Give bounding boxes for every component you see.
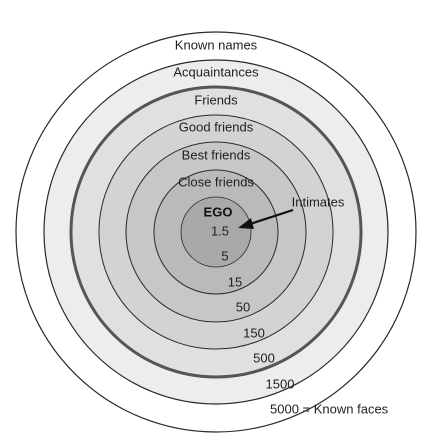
count-best-friends: 15 [228, 274, 242, 289]
label-best-friends: Best friends [182, 147, 251, 162]
count-acquaintances: 500 [253, 350, 275, 365]
ring-count-labels: 1.5 5 15 50 150 500 1500 [211, 223, 295, 391]
intimates-arrow-head [238, 218, 254, 229]
label-acquaintances: Acquaintances [173, 64, 259, 79]
intimates-arrow-line [249, 208, 294, 226]
ring-name-labels: Known names Acquaintances Friends Good f… [173, 37, 259, 219]
count-friends: 150 [243, 325, 265, 340]
count-ego: 1.5 [211, 223, 229, 238]
label-friends: Friends [194, 92, 238, 107]
rings-group [15, 31, 417, 433]
label-close-friends: Close friends [178, 174, 254, 189]
label-good-friends: Good friends [179, 119, 254, 134]
label-known-names: Known names [175, 37, 258, 52]
intimates-annotation: Intimates [238, 194, 345, 229]
label-intimates: Intimates [292, 194, 345, 209]
label-known-faces: 5000 = Known faces [270, 401, 389, 416]
count-close-friends: 5 [221, 248, 228, 263]
label-ego: EGO [204, 204, 233, 219]
count-known-names: 1500 [266, 376, 295, 391]
ring-ego [180, 196, 252, 268]
count-good-friends: 50 [236, 299, 250, 314]
